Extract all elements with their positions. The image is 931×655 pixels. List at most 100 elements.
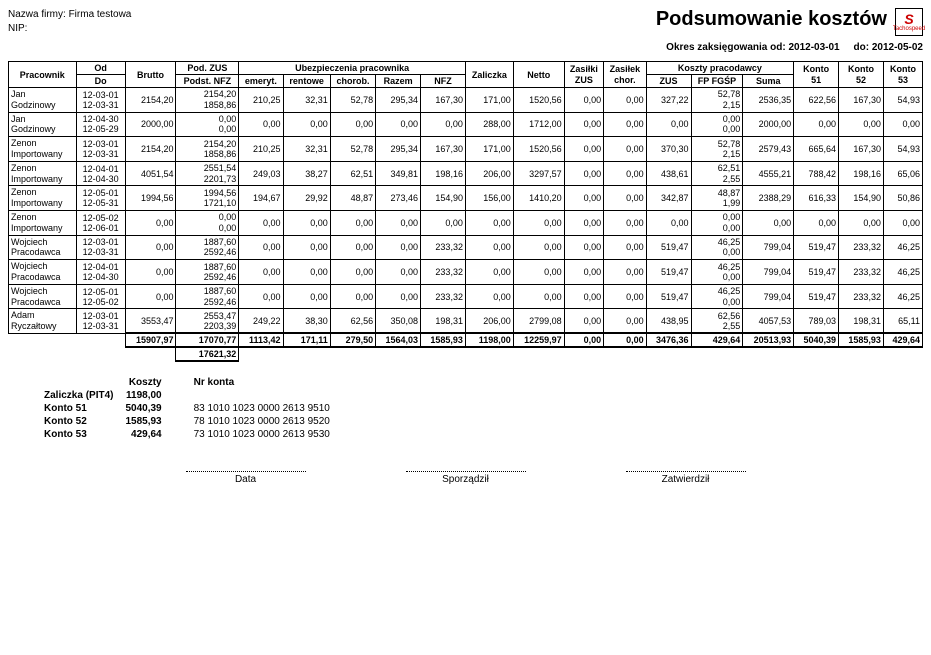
cell-dates: 12-03-0112-03-31 [76, 309, 125, 334]
cell-k53: 0,00 [883, 112, 922, 137]
th-razem: Razem [376, 75, 421, 88]
cell-chorob: 0,00 [330, 112, 375, 137]
tot-pz: 17070,77 [176, 333, 239, 347]
cell-k52: 0,00 [839, 112, 884, 137]
cell-zasilki-zus: 0,00 [564, 186, 603, 211]
cell-zasilki-zus: 0,00 [564, 284, 603, 309]
cell-emeryt: 194,67 [239, 186, 283, 211]
cell-k52: 167,30 [839, 137, 884, 162]
cell-rentowe: 38,30 [283, 309, 330, 334]
cell-zasilki-zus: 0,00 [564, 210, 603, 235]
cell-dates: 12-03-0112-03-31 [76, 137, 125, 162]
cell-netto: 0,00 [513, 235, 564, 260]
period-prefix: Okres zaksięgowania od: [666, 42, 786, 53]
cell-k52: 198,31 [839, 309, 884, 334]
th-employee: Pracownik [9, 62, 77, 88]
cell-employee: WojciechPracodawca [9, 260, 77, 285]
cell-emeryt: 249,03 [239, 161, 283, 186]
period-line: Okres zaksięgowania od: 2012-03-01 do: 2… [8, 42, 923, 53]
summary-koszty: 1198,00 [119, 389, 167, 402]
tot-brutto: 15907,97 [125, 333, 176, 347]
cell-employee: AdamRyczałtowy [9, 309, 77, 334]
th-chorob: chorob. [330, 75, 375, 88]
cell-employee: JanGodzinowy [9, 88, 77, 113]
cell-rentowe: 32,31 [283, 137, 330, 162]
th-rentowe: rentowe [283, 75, 330, 88]
cell-zasilki-zus: 0,00 [564, 88, 603, 113]
th-kfp: FP FGŚP [691, 75, 743, 88]
th-k51: Konto51 [794, 62, 839, 88]
cell-razem: 349,81 [376, 161, 421, 186]
tot-r: 171,11 [283, 333, 330, 347]
cell-nfz: 154,90 [421, 186, 466, 211]
cell-pz-pn: 2154,201858,86 [176, 88, 239, 113]
table-row: ZenonImportowany12-03-0112-03-312154,202… [9, 137, 923, 162]
summary-nrkonta-hdr: Nr konta [188, 376, 336, 389]
cell-k-suma: 799,04 [743, 235, 794, 260]
cell-emeryt: 0,00 [239, 260, 283, 285]
cell-brutto: 0,00 [125, 210, 176, 235]
cell-rentowe: 0,00 [283, 260, 330, 285]
sign-data: Data [186, 471, 306, 485]
cell-nfz: 167,30 [421, 137, 466, 162]
table-row: WojciechPracodawca12-05-0112-05-020,0018… [9, 284, 923, 309]
cell-k53: 54,93 [883, 137, 922, 162]
cell-k-suma: 2388,29 [743, 186, 794, 211]
cell-razem: 273,46 [376, 186, 421, 211]
cell-employee: ZenonImportowany [9, 186, 77, 211]
cell-k-suma: 799,04 [743, 284, 794, 309]
th-zasilki-zus: ZasiłkiZUS [564, 62, 603, 88]
cell-netto: 3297,57 [513, 161, 564, 186]
logo: S Tachospeed [895, 8, 923, 36]
th-kzus: ZUS [646, 75, 691, 88]
cell-dates: 12-04-0112-04-30 [76, 161, 125, 186]
tot-k53: 429,64 [883, 333, 922, 347]
cell-k-zus: 342,87 [646, 186, 691, 211]
cell-k-suma: 0,00 [743, 210, 794, 235]
tot-k52: 1585,93 [839, 333, 884, 347]
main-table: Pracownik Od Brutto Pod. ZUS Ubezpieczen… [8, 61, 923, 362]
cell-pz-pn: 0,000,00 [176, 112, 239, 137]
table-row: WojciechPracodawca12-03-0112-03-310,0018… [9, 235, 923, 260]
tot-kz: 3476,36 [646, 333, 691, 347]
cell-k-fp: 62,562,55 [691, 309, 743, 334]
cell-netto: 0,00 [513, 284, 564, 309]
table-row: JanGodzinowy12-03-0112-03-312154,202154,… [9, 88, 923, 113]
th-podst-nfz: Podst. NFZ [176, 75, 239, 88]
cell-chorob: 0,00 [330, 260, 375, 285]
cell-zasilek-chor: 0,00 [604, 235, 646, 260]
summary-row: Konto 521585,9378 1010 1023 0000 2613 95… [38, 415, 336, 428]
sign-sporzadzil: Sporządził [406, 471, 526, 485]
th-pod-zus: Pod. ZUS [176, 62, 239, 75]
cell-zasilek-chor: 0,00 [604, 112, 646, 137]
cell-k51: 0,00 [794, 112, 839, 137]
th-koszty: Koszty pracodawcy [646, 62, 794, 75]
cell-brutto: 4051,54 [125, 161, 176, 186]
cell-employee: JanGodzinowy [9, 112, 77, 137]
summary-row: Konto 515040,3983 1010 1023 0000 2613 95… [38, 402, 336, 415]
company-label: Nazwa firmy: [8, 9, 66, 20]
tot-rz: 1564,03 [376, 333, 421, 347]
company-name: Firma testowa [69, 9, 132, 20]
cell-k52: 198,16 [839, 161, 884, 186]
cell-k51: 789,03 [794, 309, 839, 334]
cell-zasilki-zus: 0,00 [564, 161, 603, 186]
cell-zasilki-zus: 0,00 [564, 112, 603, 137]
cell-nfz: 198,31 [421, 309, 466, 334]
th-zasilek-chor: Zasiłekchor. [604, 62, 646, 88]
cell-k53: 65,11 [883, 309, 922, 334]
cell-nfz: 233,32 [421, 284, 466, 309]
cell-zaliczka: 0,00 [465, 235, 513, 260]
cell-rentowe: 0,00 [283, 284, 330, 309]
cell-nfz: 167,30 [421, 88, 466, 113]
cell-dates: 12-05-0212-06-01 [76, 210, 125, 235]
cell-chorob: 52,78 [330, 88, 375, 113]
cell-netto: 1520,56 [513, 88, 564, 113]
cell-zasilki-zus: 0,00 [564, 309, 603, 334]
signatures: Data Sporządził Zatwierdził [8, 471, 923, 485]
cell-netto: 0,00 [513, 210, 564, 235]
summary-konto: 73 1010 1023 0000 2613 9530 [188, 428, 336, 441]
period-from: 2012-03-01 [788, 42, 839, 53]
cell-chorob: 62,51 [330, 161, 375, 186]
title-block: Podsumowanie kosztów S Tachospeed [656, 8, 923, 36]
